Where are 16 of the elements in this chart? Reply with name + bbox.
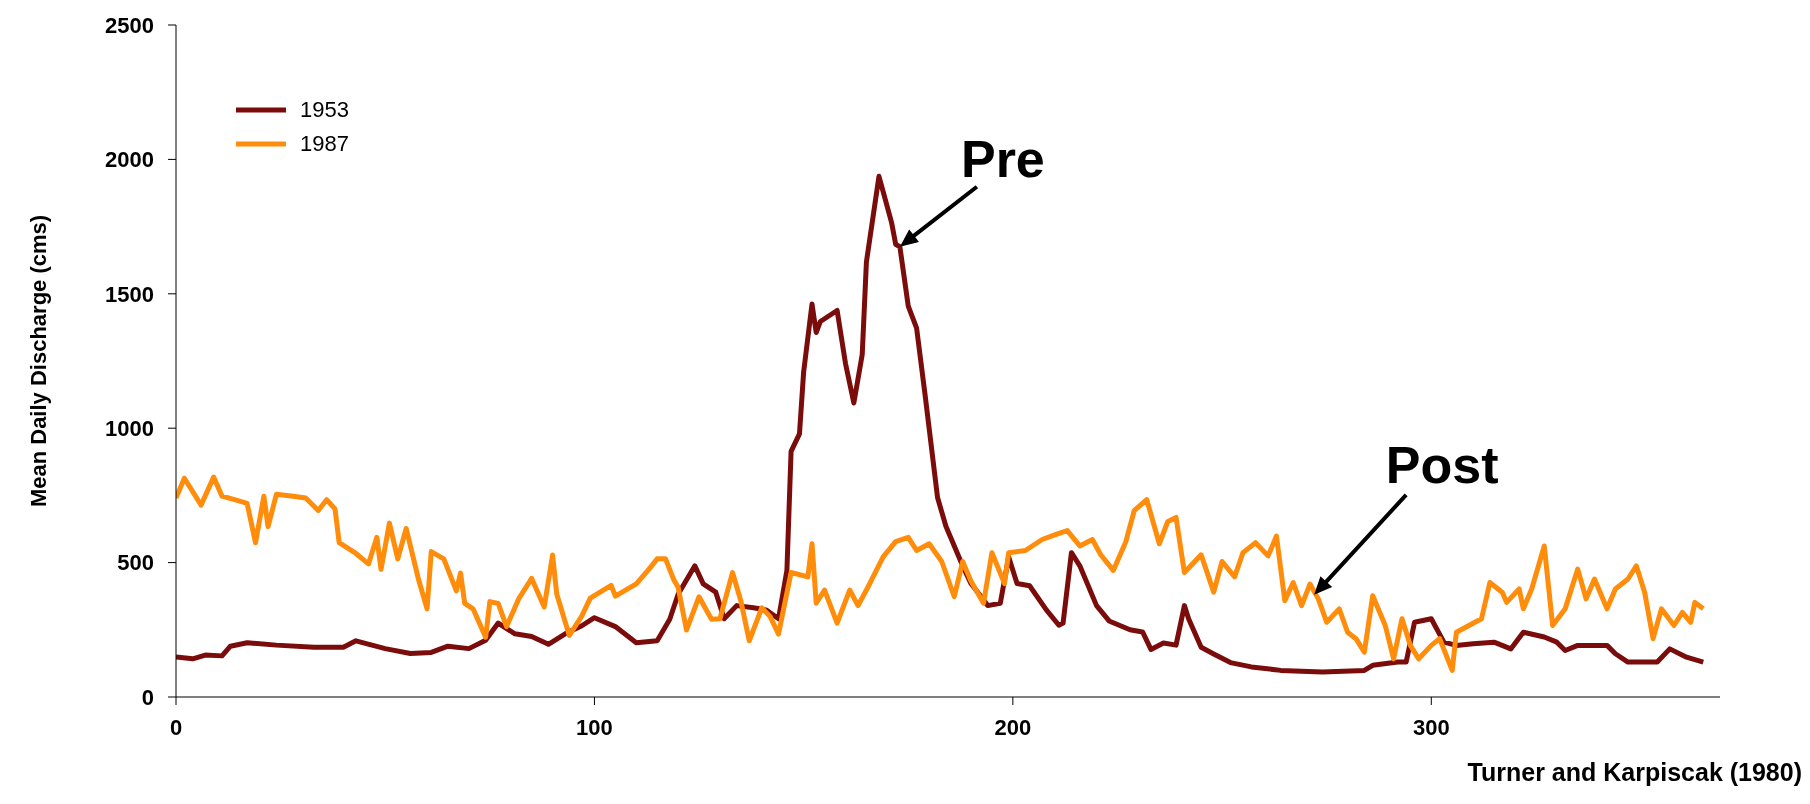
x-tick-label: 100 (576, 714, 613, 740)
legend-label: 1987 (300, 131, 349, 157)
y-tick-label: 0 (141, 684, 154, 710)
annotation: Post (1385, 435, 1499, 494)
legend-label: 1953 (300, 97, 349, 123)
x-tick-label: 300 (1412, 714, 1450, 740)
y-tick-label: 2000 (105, 147, 154, 173)
text: Turner and Karpiscak (1980) (1467, 758, 1802, 787)
x-tick-label: 0 (169, 714, 183, 740)
y-tick-label: 1500 (105, 281, 154, 307)
y-axis-title: Mean Daily Discharge (cms) (25, 214, 51, 508)
y-tick-label: 500 (117, 550, 154, 576)
y-tick-label: 1000 (105, 416, 154, 442)
x-tick-label: 200 (994, 714, 1032, 740)
y-tick-label: 2500 (105, 12, 154, 38)
annotation: Pre (960, 129, 1045, 188)
